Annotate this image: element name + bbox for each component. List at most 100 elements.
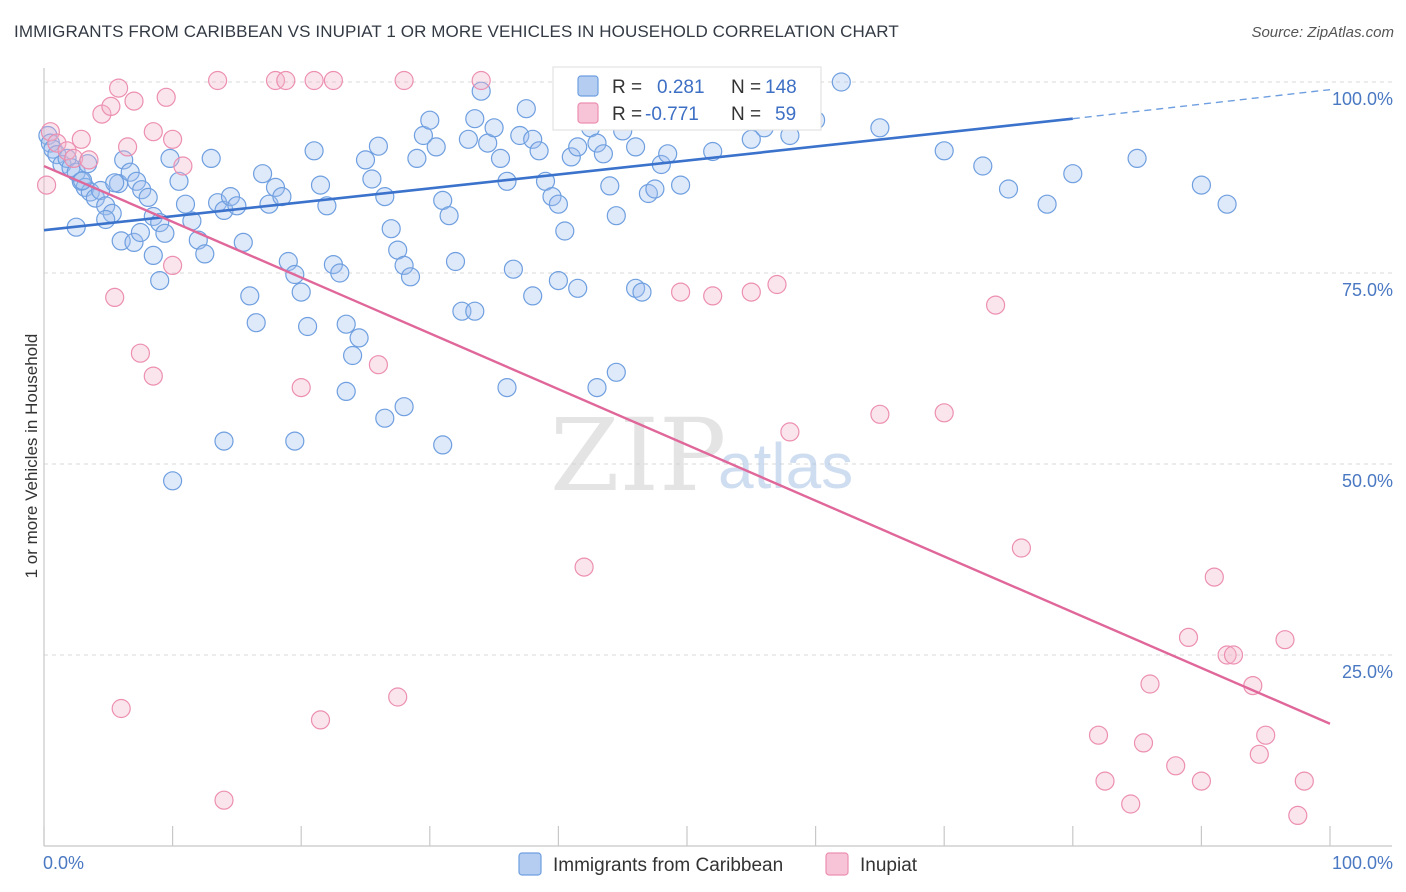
point-caribbean: [593, 144, 614, 164]
point-caribbean: [568, 137, 588, 157]
point-caribbean: [227, 196, 247, 216]
point-caribbean: [934, 141, 954, 161]
point-inupiat: [214, 790, 234, 810]
point-caribbean: [645, 179, 665, 199]
watermark-zip: ZIP: [550, 397, 726, 514]
point-caribbean: [420, 110, 440, 130]
point-caribbean: [497, 378, 517, 398]
point-inupiat: [57, 141, 77, 161]
point-inupiat: [323, 70, 343, 91]
point-caribbean: [600, 176, 620, 196]
watermark: ZIP atlas: [550, 397, 853, 514]
point-caribbean: [973, 156, 993, 176]
legend-swatch-caribbean: [518, 852, 542, 876]
stats-box: R = 0.281 N = 148 R = -0.771 N = 59: [552, 66, 822, 131]
point-caribbean: [240, 286, 260, 306]
x-tick-label-max: 100.0%: [1332, 853, 1393, 873]
point-inupiat: [934, 403, 954, 423]
point-inupiat: [388, 687, 408, 707]
legend: Immigrants from Caribbean Inupiat: [518, 852, 918, 876]
point-caribbean: [1063, 164, 1083, 184]
point-caribbean: [375, 408, 395, 428]
point-inupiat: [1204, 567, 1224, 587]
stats-n-value-2: 59: [775, 104, 796, 125]
point-inupiat: [767, 274, 787, 295]
point-inupiat: [1288, 805, 1308, 826]
point-caribbean: [355, 150, 376, 170]
point-caribbean: [394, 397, 414, 417]
legend-swatch-inupiat: [825, 852, 849, 876]
stats-swatch-inupiat: [577, 102, 599, 124]
point-inupiat: [71, 129, 91, 149]
point-inupiat: [124, 91, 144, 111]
point-caribbean: [439, 206, 459, 226]
point-caribbean: [471, 81, 491, 101]
point-caribbean: [375, 187, 395, 207]
y-tick-label: 50.0%: [1342, 471, 1393, 491]
stats-swatch-caribbean: [577, 75, 599, 97]
point-caribbean: [336, 381, 356, 401]
point-caribbean: [998, 179, 1019, 199]
point-inupiat: [1088, 725, 1109, 745]
point-caribbean: [529, 141, 549, 161]
point-inupiat: [79, 150, 99, 170]
point-inupiat: [117, 137, 138, 157]
point-caribbean: [96, 196, 116, 216]
trend-line-caribbean: [43, 117, 1073, 232]
stats-r-value-1: 0.281: [657, 77, 705, 98]
point-caribbean: [175, 194, 196, 214]
point-inupiat: [1140, 674, 1160, 694]
point-inupiat: [111, 698, 131, 719]
point-caribbean: [632, 282, 652, 302]
point-caribbean: [523, 129, 543, 149]
point-caribbean: [330, 263, 350, 283]
point-caribbean: [587, 378, 607, 398]
point-caribbean: [246, 313, 266, 333]
point-caribbean: [130, 222, 150, 243]
point-inupiat: [1275, 630, 1295, 650]
point-inupiat: [276, 70, 296, 91]
point-inupiat: [870, 404, 890, 424]
trend-lines: [43, 88, 1331, 725]
stats-n-value-1: 148: [765, 77, 797, 98]
point-caribbean: [568, 278, 588, 298]
point-inupiat: [1217, 645, 1237, 665]
point-inupiat: [163, 255, 183, 275]
point-inupiat: [47, 133, 67, 153]
watermark-atlas: atlas: [718, 430, 853, 502]
point-caribbean: [1127, 148, 1147, 168]
point-inupiat: [130, 343, 150, 363]
point-inupiat: [105, 287, 125, 307]
trend-line-inupiat: [43, 164, 1331, 725]
point-caribbean: [426, 137, 446, 157]
point-inupiat: [1294, 771, 1314, 791]
point-inupiat: [1256, 725, 1276, 745]
point-inupiat: [108, 78, 129, 98]
point-inupiat: [1191, 771, 1212, 791]
point-caribbean: [105, 173, 125, 193]
point-inupiat: [368, 355, 388, 375]
point-caribbean: [587, 133, 607, 153]
point-caribbean: [285, 431, 305, 451]
point-caribbean: [368, 136, 388, 156]
point-caribbean: [362, 169, 382, 189]
point-caribbean: [381, 219, 401, 239]
point-inupiat: [163, 129, 183, 149]
point-caribbean: [658, 144, 678, 164]
point-caribbean: [343, 345, 363, 366]
grid-lines: [44, 81, 1392, 656]
point-inupiat: [985, 295, 1006, 315]
point-inupiat: [310, 710, 331, 730]
point-caribbean: [143, 245, 163, 265]
point-caribbean: [310, 175, 331, 195]
point-inupiat: [670, 282, 691, 302]
point-inupiat: [208, 70, 228, 91]
chart-source: Source: ZipAtlas.com: [1251, 24, 1394, 41]
point-inupiat: [1223, 645, 1244, 665]
point-caribbean: [163, 471, 183, 491]
point-caribbean: [561, 147, 581, 167]
point-caribbean: [606, 362, 626, 382]
point-caribbean: [253, 164, 273, 184]
y-tick-label: 100.0%: [1332, 89, 1393, 109]
